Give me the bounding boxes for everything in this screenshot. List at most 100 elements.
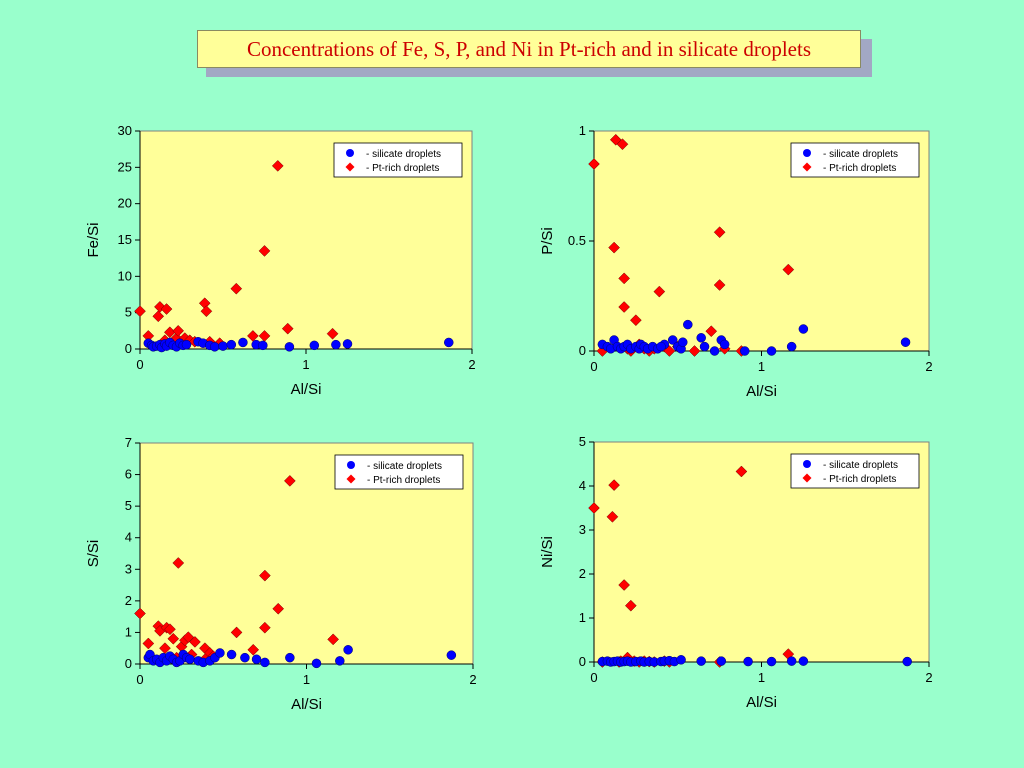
data-point-silicate (260, 657, 270, 668)
y-axis-label: Fe/Si (85, 222, 102, 257)
legend-box (334, 454, 464, 490)
chart-p-si: 0 0.5 1 0 1 2 Al/Si P/Si - silicate droplets - Pt… (539, 123, 933, 400)
y-tick-label: 3 (579, 522, 586, 537)
y-tick-label: 30 (118, 123, 132, 138)
data-point-pt-rich (152, 310, 165, 323)
data-point-silicate (716, 656, 727, 666)
y-tick-label: 3 (125, 561, 132, 576)
x-axis-label: Al/Si (291, 381, 322, 398)
data-point-pt-rich (606, 510, 619, 523)
y-tick-label: 10 (118, 268, 132, 283)
series-pt-rich-droplets (134, 160, 339, 350)
y-tick-label: 15 (118, 232, 132, 247)
x-axis-label: Al/Si (746, 694, 777, 711)
x-tick-label: 0 (136, 672, 143, 687)
data-point-pt-rich (608, 241, 620, 254)
series-silicate-droplets (597, 319, 911, 356)
data-point-silicate (900, 337, 911, 347)
series-silicate-droplets (597, 655, 912, 667)
legend: - silicate droplets - Pt-rich droplets (790, 142, 920, 178)
legend-marker-pt-rich (802, 162, 812, 172)
data-point-silicate (446, 650, 457, 660)
data-point-pt-rich (230, 282, 243, 295)
data-point-silicate (444, 337, 454, 348)
data-point-pt-rich (618, 579, 631, 591)
data-point-silicate (342, 339, 353, 349)
data-point-silicate (309, 340, 320, 351)
legend-marker-silicate (347, 461, 355, 469)
data-point-pt-rich (735, 465, 748, 478)
chart-fe-si: 0 5 10 15 20 25 30 0 1 2 Al/Si Fe/Si - silicate drop… (85, 123, 476, 398)
legend-marker-pt-rich (345, 162, 355, 172)
legend-box (790, 453, 920, 489)
y-tick-label: 0 (579, 343, 586, 358)
legend-box (790, 142, 920, 178)
y-tick-label: 0 (125, 341, 132, 356)
data-point-silicate (678, 337, 688, 347)
data-point-pt-rich (782, 263, 795, 276)
data-point-pt-rich (172, 557, 185, 569)
x-tick-label: 0 (590, 359, 597, 374)
data-point-silicate (696, 333, 706, 343)
data-point-pt-rich (259, 621, 271, 634)
data-point-silicate (209, 342, 220, 352)
data-point-pt-rich (134, 305, 146, 318)
series-silicate-droplets (143, 645, 457, 669)
legend-marker-pt-rich (346, 474, 356, 484)
data-point-pt-rich (608, 479, 620, 491)
x-tick-label: 2 (468, 357, 475, 372)
data-point-pt-rich (160, 303, 173, 315)
y-tick-label: 0 (125, 656, 132, 671)
data-point-silicate (331, 339, 341, 350)
data-point-pt-rich (653, 285, 666, 298)
data-point-silicate (719, 339, 730, 350)
legend-label-silicate: - silicate droplets (823, 460, 898, 471)
data-point-pt-rich (272, 602, 285, 615)
legend-label-pt-rich: - Pt-rich droplets (823, 474, 896, 485)
data-point-silicate (743, 656, 753, 667)
x-tick-label: 0 (590, 670, 597, 685)
y-axis-label: P/Si (539, 227, 556, 255)
x-tick-label: 1 (302, 357, 309, 372)
data-point-silicate (240, 652, 250, 663)
data-point-pt-rich (172, 324, 185, 337)
y-tick-label: 1 (579, 610, 586, 625)
data-point-pt-rich (618, 272, 631, 285)
legend-label-silicate: - silicate droplets (366, 149, 441, 160)
data-point-pt-rich (705, 325, 718, 338)
data-point-pt-rich (616, 138, 629, 151)
data-point-pt-rich (134, 607, 146, 620)
y-axis-label: S/Si (85, 540, 102, 568)
y-tick-label: 5 (125, 305, 132, 320)
y-tick-label: 5 (579, 434, 586, 449)
y-tick-label: 4 (125, 530, 132, 545)
data-point-pt-rich (713, 226, 726, 239)
page-title: Concentrations of Fe, S, P, and Ni in Pt… (197, 30, 861, 68)
legend: - silicate droplets - Pt-rich droplets (790, 453, 920, 489)
data-point-silicate (766, 656, 777, 667)
data-point-silicate (215, 648, 225, 658)
data-point-silicate (218, 341, 228, 351)
y-tick-label: 25 (118, 159, 132, 174)
data-point-silicate (696, 656, 706, 666)
data-point-silicate (181, 339, 192, 350)
data-point-silicate (335, 656, 345, 666)
y-tick-label: 20 (118, 196, 132, 211)
data-point-silicate (656, 341, 666, 352)
data-point-pt-rich (230, 626, 243, 639)
data-point-pt-rich (588, 158, 600, 170)
data-point-silicate (786, 341, 797, 352)
y-tick-label: 1 (125, 624, 132, 639)
legend-label-pt-rich: - Pt-rich droplets (367, 475, 440, 486)
x-axis-label: Al/Si (746, 383, 777, 400)
legend-label-silicate: - silicate droplets (823, 149, 898, 160)
y-tick-label: 6 (125, 467, 132, 482)
y-tick-label: 4 (579, 478, 586, 493)
data-point-pt-rich (713, 279, 726, 291)
data-point-silicate (683, 319, 693, 330)
data-point-pt-rich (281, 322, 294, 335)
x-tick-label: 1 (303, 672, 310, 687)
data-point-silicate (238, 337, 248, 348)
